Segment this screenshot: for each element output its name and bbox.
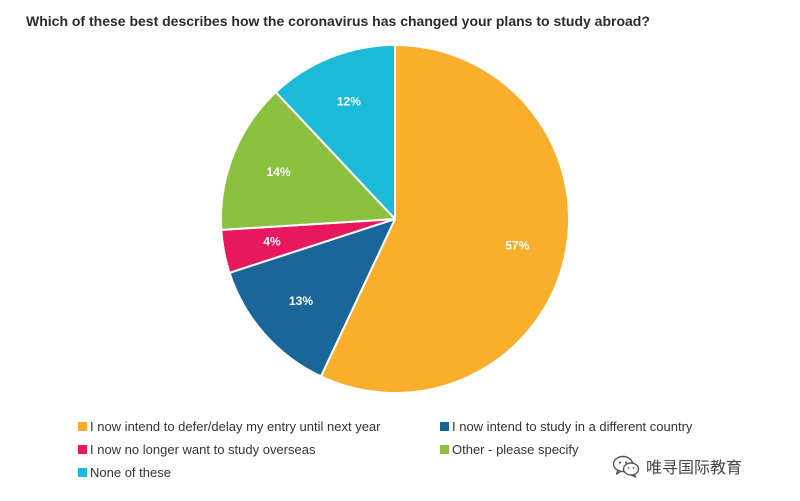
pie-slice [274,44,396,220]
slice-label: 13% [289,294,313,308]
legend-item-defer: I now intend to defer/delay my entry unt… [78,418,440,435]
watermark-text: 唯寻国际教育 [646,460,743,477]
pie-slice [220,91,396,231]
legend-swatch [440,422,449,431]
legend-swatch [78,468,87,477]
slice-label: 4% [263,235,281,249]
legend-item-none: None of these [78,464,440,481]
legend-label: Other - please specify [452,442,579,457]
legend-item-other: Other - please specify [440,441,700,458]
pie-chart: 57% 13% 4% 14% 12% [220,44,570,394]
slice-label: 14% [267,165,291,179]
watermark: 唯寻国际教育 [612,454,742,478]
legend-item-different-country: I now intend to study in a different cou… [440,418,700,435]
legend-swatch [78,422,87,431]
legend-label: None of these [90,465,171,480]
slice-label: 57% [505,239,529,253]
legend-swatch [78,445,87,454]
legend-label: I now intend to study in a different cou… [452,419,693,434]
legend-label: I now no longer want to study overseas [90,442,316,457]
wechat-icon [612,455,640,478]
legend-swatch [440,445,449,454]
chart-title: Which of these best describes how the co… [26,13,650,29]
pie-slice [319,44,570,394]
legend-item-no-longer: I now no longer want to study overseas [78,441,440,458]
pie-slice [228,218,396,378]
chart-legend: I now intend to defer/delay my entry unt… [78,418,692,481]
legend-label: I now intend to defer/delay my entry unt… [90,419,381,434]
slice-label: 12% [337,95,361,109]
